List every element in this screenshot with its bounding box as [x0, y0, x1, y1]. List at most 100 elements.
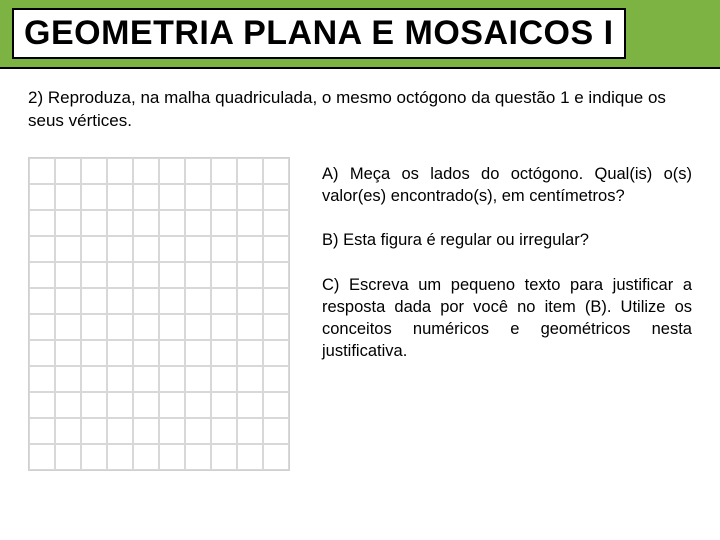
question-b: B) Esta figura é regular ou irregular? [322, 229, 692, 251]
grid-cell [81, 444, 107, 470]
question-c: C) Escreva um pequeno texto para justifi… [322, 274, 692, 363]
grid-cell [159, 288, 185, 314]
grid-cell [81, 158, 107, 184]
grid-cell [185, 340, 211, 366]
page-header: GEOMETRIA PLANA E MOSAICOS I [0, 0, 720, 69]
grid-cell [55, 340, 81, 366]
grid-cell [29, 184, 55, 210]
grid-cell [133, 184, 159, 210]
grid-cell [133, 314, 159, 340]
grid-cell [107, 210, 133, 236]
grid-cell [263, 366, 289, 392]
grid-cell [81, 366, 107, 392]
grid-cell [263, 184, 289, 210]
grid-cell [263, 210, 289, 236]
grid-cell [55, 288, 81, 314]
grid-cell [159, 184, 185, 210]
grid-cell [29, 444, 55, 470]
grid-cell [107, 444, 133, 470]
grid-cell [55, 366, 81, 392]
questions-column: A) Meça os lados do octógono. Qual(is) o… [322, 157, 692, 385]
grid-cell [29, 340, 55, 366]
grid-cell [263, 288, 289, 314]
grid-cell [237, 340, 263, 366]
grid-cell [237, 392, 263, 418]
grid-cell [159, 314, 185, 340]
grid-cell [29, 314, 55, 340]
grid-cell [107, 158, 133, 184]
page-title: GEOMETRIA PLANA E MOSAICOS I [12, 8, 626, 59]
grid-cell [159, 158, 185, 184]
grid-cell [107, 366, 133, 392]
grid-cell [133, 210, 159, 236]
grid-cell [237, 262, 263, 288]
grid-cell [211, 184, 237, 210]
grid-cell [211, 210, 237, 236]
grid-cell [185, 288, 211, 314]
main-area: A) Meça os lados do octógono. Qual(is) o… [28, 157, 692, 471]
grid-cell [237, 184, 263, 210]
grid-cell [263, 340, 289, 366]
grid-cell [133, 236, 159, 262]
grid-cell [211, 366, 237, 392]
grid-cell [55, 158, 81, 184]
grid-cell [211, 158, 237, 184]
grid-cell [81, 392, 107, 418]
grid-cell [107, 288, 133, 314]
grid-cell [237, 210, 263, 236]
grid-cell [55, 314, 81, 340]
grid-cell [211, 314, 237, 340]
grid-cell [159, 210, 185, 236]
grid-cell [55, 210, 81, 236]
grid-cell [107, 262, 133, 288]
grid-cell [159, 366, 185, 392]
grid-cell [81, 418, 107, 444]
grid-wrapper [28, 157, 290, 471]
grid-cell [81, 236, 107, 262]
instruction-text: 2) Reproduza, na malha quadriculada, o m… [28, 87, 692, 133]
grid-cell [133, 262, 159, 288]
grid-cell [159, 236, 185, 262]
grid-cell [159, 340, 185, 366]
grid-cell [81, 210, 107, 236]
content-area: 2) Reproduza, na malha quadriculada, o m… [0, 69, 720, 489]
grid-cell [185, 236, 211, 262]
grid-cell [237, 366, 263, 392]
grid-cell [81, 340, 107, 366]
grid-cell [29, 262, 55, 288]
grid-cell [81, 184, 107, 210]
grid-cell [107, 236, 133, 262]
grid-cell [211, 340, 237, 366]
grid-cell [185, 262, 211, 288]
grid-cell [107, 184, 133, 210]
grid-cell [29, 366, 55, 392]
grid-cell [263, 314, 289, 340]
grid-cell [107, 340, 133, 366]
grid-cell [237, 444, 263, 470]
grid-cell [185, 314, 211, 340]
grid-cell [263, 262, 289, 288]
grid-cell [133, 366, 159, 392]
grid-cell [133, 418, 159, 444]
grid-cell [133, 340, 159, 366]
grid-cell [133, 444, 159, 470]
grid-cell [211, 288, 237, 314]
grid-cell [159, 418, 185, 444]
grid-cell [107, 418, 133, 444]
grid-cell [237, 418, 263, 444]
grid-cell [159, 444, 185, 470]
grid-cell [263, 418, 289, 444]
square-grid [28, 157, 290, 471]
grid-cell [81, 262, 107, 288]
grid-cell [211, 444, 237, 470]
grid-cell [237, 236, 263, 262]
grid-cell [81, 288, 107, 314]
grid-cell [211, 392, 237, 418]
grid-cell [185, 158, 211, 184]
grid-cell [107, 314, 133, 340]
grid-cell [107, 392, 133, 418]
grid-cell [55, 444, 81, 470]
grid-cell [211, 418, 237, 444]
grid-cell [263, 392, 289, 418]
grid-cell [263, 158, 289, 184]
